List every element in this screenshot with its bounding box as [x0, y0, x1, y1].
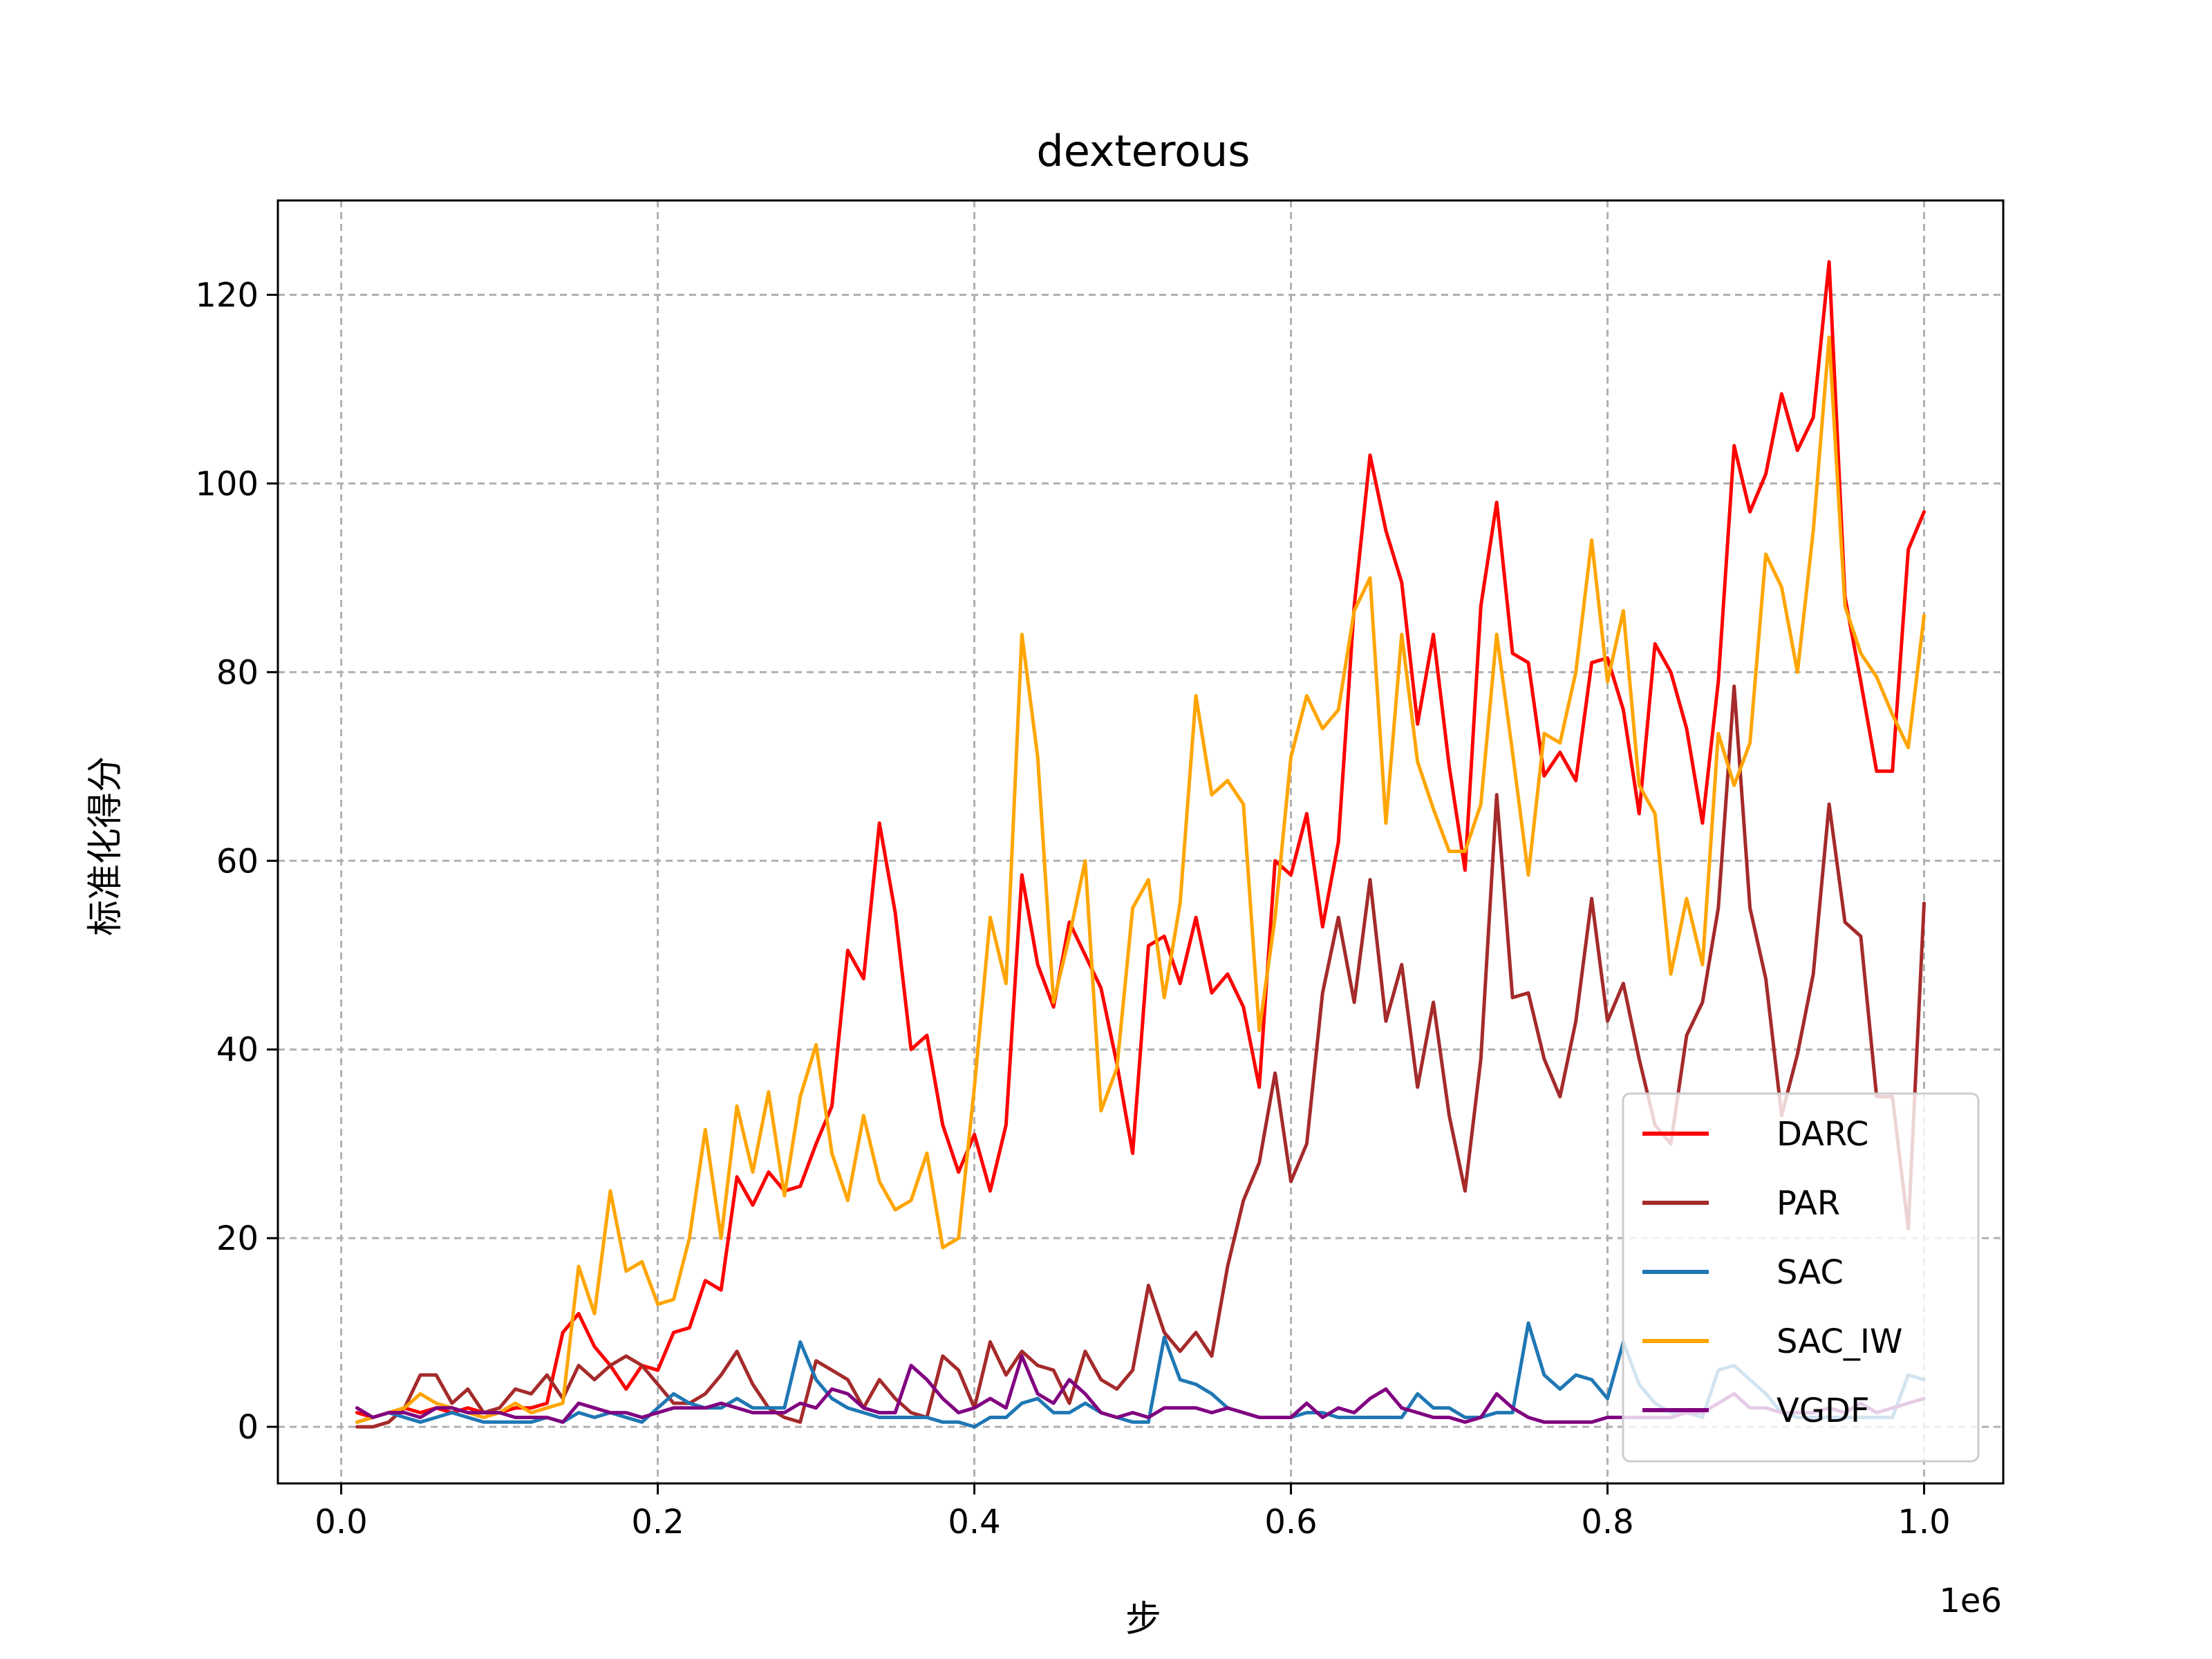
grid	[278, 200, 2003, 1483]
x-tick-label: 0.6	[1264, 1503, 1317, 1541]
axis-ticks: 0.0 0.2 0.4 0.6 0.8 1.0 0 20 40 60 80 100 120	[195, 276, 1950, 1541]
x-tick-label: 0.4	[948, 1503, 1000, 1541]
series-line-sac-iw	[355, 335, 1926, 1424]
y-tick-label: 20	[216, 1219, 259, 1258]
y-axis-title: 标准化得分	[85, 756, 126, 936]
legend-label-vgdf: VGDF	[1777, 1391, 1870, 1430]
x-tick-label: 0.8	[1581, 1503, 1633, 1541]
series-line-darc	[355, 260, 1926, 1419]
y-tick-label: 40	[216, 1031, 259, 1069]
legend-label-sac: SAC	[1777, 1253, 1844, 1292]
x-axis-title: 步	[1125, 1599, 1161, 1640]
x-offset-label: 1e6	[1939, 1582, 2002, 1620]
x-tick-label: 0.2	[631, 1503, 684, 1541]
plot-frame	[276, 199, 2005, 1485]
legend-label-sac-iw: SAC_IW	[1777, 1322, 1902, 1361]
legend: DARC PAR SAC SAC_IW VGDF	[1622, 1092, 1980, 1463]
y-tick-label: 100	[195, 465, 259, 503]
legend-label-darc: DARC	[1777, 1115, 1868, 1154]
legend-box	[1622, 1092, 1980, 1463]
x-tick-label: 0.0	[315, 1503, 367, 1541]
legend-label-par: PAR	[1777, 1184, 1840, 1223]
y-tick-label: 0	[237, 1408, 259, 1447]
y-tick-label: 60	[216, 842, 259, 881]
x-tick-label: 1.0	[1897, 1503, 1950, 1541]
chart-title: dexterous	[1036, 126, 1250, 176]
y-tick-label: 80	[216, 653, 259, 692]
y-tick-label: 120	[195, 276, 259, 315]
